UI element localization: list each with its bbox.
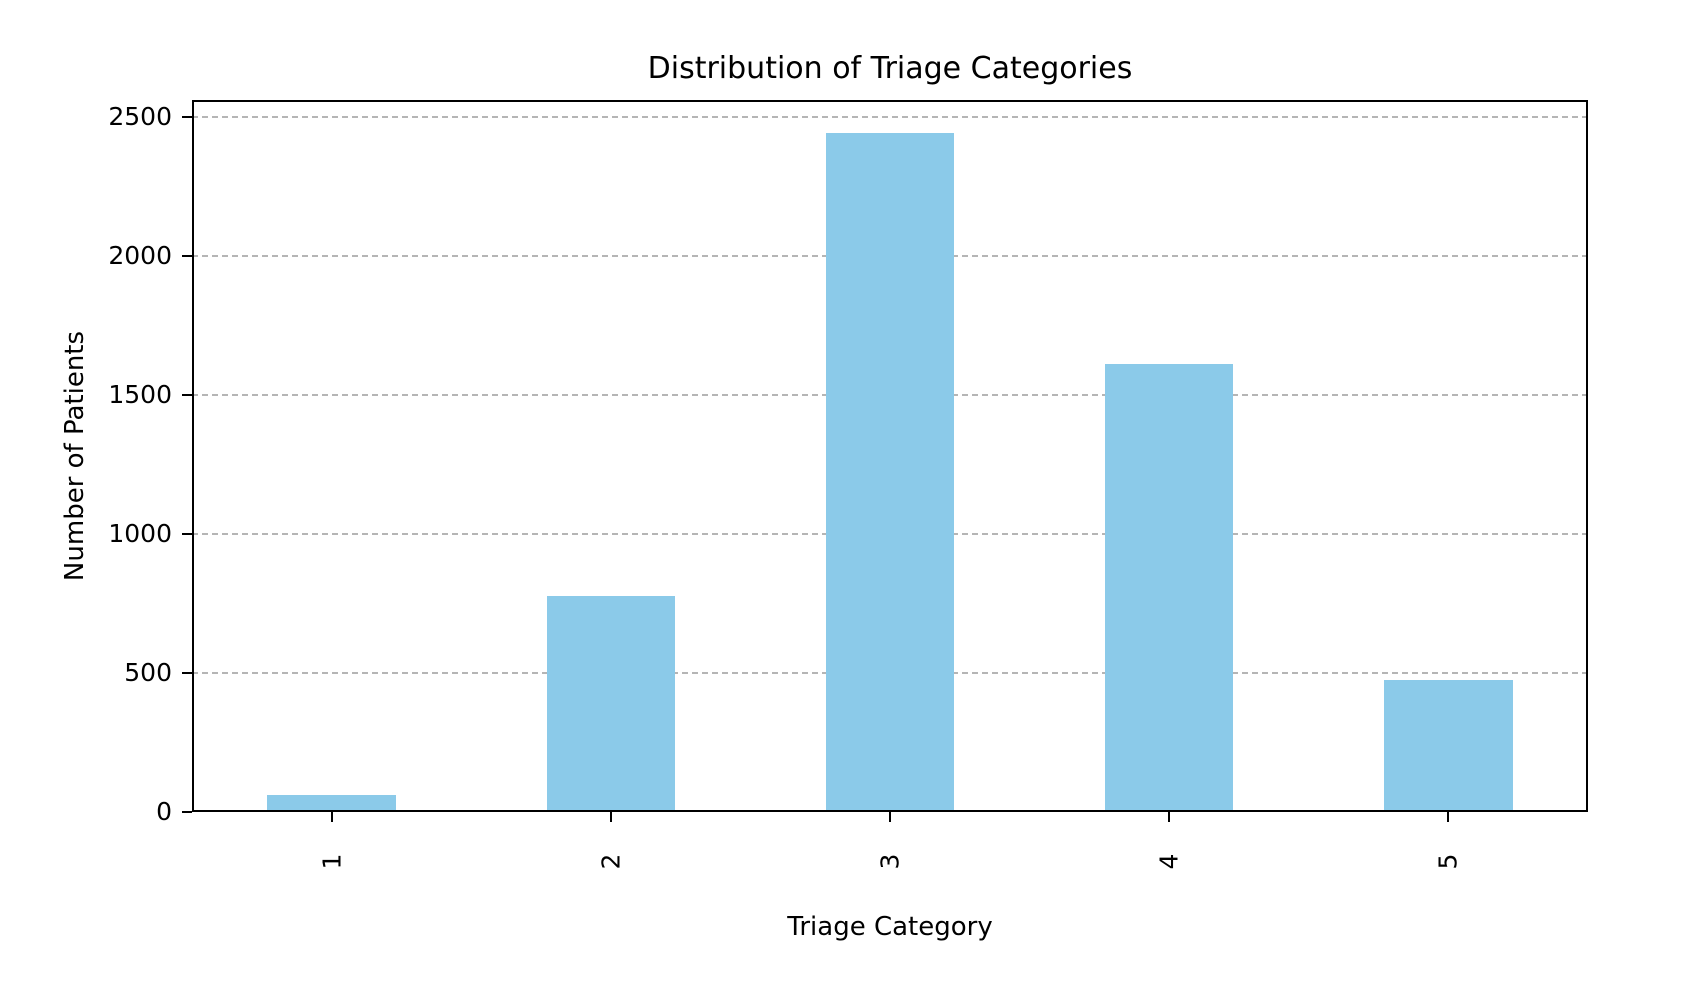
y-tick-mark — [182, 532, 192, 535]
y-tick-label: 0 — [156, 797, 172, 826]
x-tick-label: 1 — [292, 826, 372, 896]
bar — [546, 596, 675, 812]
x-axis-label: Triage Category — [787, 912, 993, 942]
x-tick-mark — [609, 812, 612, 822]
bar — [1384, 679, 1513, 812]
x-tick-mark — [1447, 812, 1450, 822]
y-tick-label: 1000 — [108, 518, 172, 548]
y-tick-mark — [182, 393, 192, 396]
y-tick-label: 500 — [124, 657, 172, 687]
bar — [1104, 364, 1234, 812]
x-tick-label: 2 — [571, 826, 651, 896]
y-tick-label: 2500 — [108, 101, 172, 131]
bar — [267, 795, 396, 812]
y-tick-mark — [182, 254, 192, 257]
x-tick-mark — [1168, 812, 1171, 822]
bar — [825, 133, 955, 812]
y-axis-label-wrap: Number of Patients — [50, 100, 100, 812]
y-tick-label: 2000 — [108, 240, 172, 270]
y-axis-label: Number of Patients — [60, 330, 90, 582]
y-tick-mark — [182, 671, 192, 674]
y-tick-mark — [182, 811, 192, 813]
x-tick-label-text: 4 — [1154, 853, 1184, 869]
x-tick-label-text: 2 — [596, 853, 626, 869]
chart-title: Distribution of Triage Categories — [647, 51, 1133, 86]
y-tick-label: 1500 — [108, 379, 172, 409]
x-tick-mark — [330, 812, 333, 822]
x-tick-label-text: 1 — [317, 853, 347, 869]
plot-area — [192, 100, 1588, 812]
gridline — [192, 115, 1588, 118]
x-tick-label: 4 — [1129, 826, 1209, 896]
x-tick-label-text: 5 — [1433, 853, 1463, 869]
x-tick-label: 5 — [1408, 826, 1488, 896]
x-tick-mark — [889, 812, 891, 822]
y-tick-mark — [182, 115, 192, 118]
x-tick-label-text: 3 — [875, 853, 905, 869]
x-tick-label: 3 — [850, 826, 930, 896]
